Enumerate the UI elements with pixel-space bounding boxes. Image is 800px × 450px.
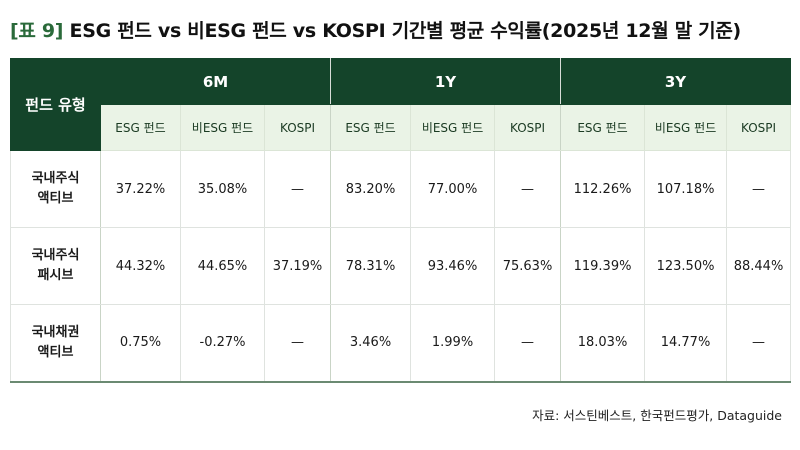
subheader-kospi: KOSPI xyxy=(263,104,332,151)
subheader-non-esg-fund: 비ESG 펀드 xyxy=(644,104,728,151)
table-cell: 37.22% xyxy=(100,150,181,228)
table-cell: 1.99% xyxy=(410,304,496,383)
row-label-line1: 국내채권 xyxy=(31,324,80,340)
table-cell: — xyxy=(263,304,332,383)
table-row: 국내주식 패시브 44.32% 44.65% 37.19% 78.31% 93.… xyxy=(10,227,792,305)
table-cell: -0.27% xyxy=(180,304,265,383)
period-header-3y: 3Y xyxy=(560,58,792,105)
table-cell: 83.20% xyxy=(330,150,412,228)
table-cell: — xyxy=(726,150,792,228)
table-cell: 77.00% xyxy=(410,150,496,228)
table-cell: 44.32% xyxy=(100,227,181,305)
subheader-esg-fund: ESG 펀드 xyxy=(100,104,181,151)
table-cell: 75.63% xyxy=(494,227,562,305)
table-cell: — xyxy=(494,304,562,383)
row-label-line2: 패시브 xyxy=(37,268,74,283)
returns-table: 펀드 유형 6M 1Y 3Y ESG 펀드 비ESG 펀드 KOSPI ESG … xyxy=(10,58,792,383)
period-header-1y: 1Y xyxy=(330,58,562,105)
row-label-line2: 액티브 xyxy=(37,344,74,360)
subheader-esg-fund: ESG 펀드 xyxy=(560,104,646,151)
table-cell: 88.44% xyxy=(726,227,792,305)
table-cell: — xyxy=(263,150,332,228)
table-cell: 14.77% xyxy=(644,304,728,383)
table-cell: 35.08% xyxy=(180,150,265,228)
table-cell: 78.31% xyxy=(330,227,412,305)
row-label-line2: 액티브 xyxy=(37,191,74,206)
table-cell: — xyxy=(494,150,562,228)
table-cell: 18.03% xyxy=(560,304,646,383)
table-cell: 3.46% xyxy=(330,304,412,383)
row-label-line1: 국내주식 xyxy=(31,248,80,263)
table-row: 국내주식 액티브 37.22% 35.08% — 83.20% 77.00% —… xyxy=(10,150,792,228)
period-header-6m: 6M xyxy=(99,58,332,105)
row-label-line1: 국내주식 xyxy=(31,171,80,186)
subheader-non-esg-fund: 비ESG 펀드 xyxy=(180,104,265,151)
fund-type-header: 펀드 유형 xyxy=(10,58,101,151)
subheader-non-esg-fund: 비ESG 펀드 xyxy=(410,104,496,151)
subheader-esg-fund: ESG 펀드 xyxy=(330,104,412,151)
table-cell: 93.46% xyxy=(410,227,496,305)
table-cell: 44.65% xyxy=(180,227,265,305)
row-label: 국내채권 액티브 xyxy=(10,304,101,383)
subheader-kospi: KOSPI xyxy=(726,104,792,151)
table-cell: 37.19% xyxy=(263,227,332,305)
page-title: [표 9] ESG 펀드 vs 비ESG 펀드 vs KOSPI 기간별 평균 … xyxy=(10,16,741,43)
table-title-text: ESG 펀드 vs 비ESG 펀드 vs KOSPI 기간별 평균 수익률(20… xyxy=(69,20,742,42)
table-cell: 112.26% xyxy=(560,150,646,228)
row-label: 국내주식 패시브 xyxy=(10,227,101,305)
table-cell: 107.18% xyxy=(644,150,728,228)
subheader-kospi: KOSPI xyxy=(494,104,562,151)
table-cell: 119.39% xyxy=(560,227,646,305)
table-row: 국내채권 액티브 0.75% -0.27% — 3.46% 1.99% — 18… xyxy=(10,304,792,383)
row-label: 국내주식 액티브 xyxy=(10,150,101,228)
table-cell: 0.75% xyxy=(100,304,181,383)
table-cell: — xyxy=(726,304,792,383)
table-cell: 123.50% xyxy=(644,227,728,305)
table-number-tag: [표 9] xyxy=(10,20,64,42)
source-note: 자료: 서스틴베스트, 한국펀드평가, Dataguide xyxy=(532,408,782,423)
